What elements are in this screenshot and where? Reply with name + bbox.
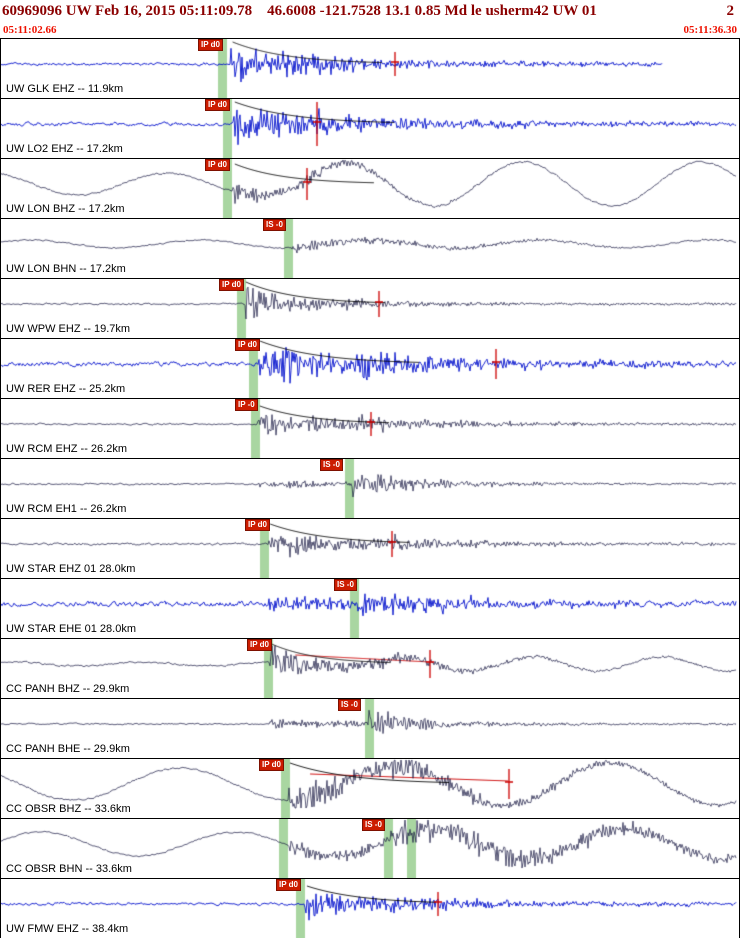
trace-row[interactable]: UW RCM EHZ -- 26.2km IP -0 bbox=[0, 399, 740, 459]
phase-pick-flag[interactable]: IP d0 bbox=[259, 759, 284, 771]
waveform-canvas[interactable] bbox=[1, 699, 737, 758]
trace-row[interactable]: CC OBSR BHZ -- 33.6km IP d0 bbox=[0, 759, 740, 819]
event-header: 60969096 UW Feb 16, 2015 05:11:09.78 46.… bbox=[0, 0, 740, 24]
waveform-canvas[interactable] bbox=[1, 639, 737, 698]
trace-row[interactable]: UW GLK EHZ -- 11.9km IP d0 bbox=[0, 39, 740, 99]
waveform-canvas[interactable] bbox=[1, 339, 737, 398]
station-label: UW STAR EHZ 01 28.0km bbox=[6, 563, 136, 575]
phase-pick-flag[interactable]: IP d0 bbox=[219, 279, 244, 291]
station-label: UW LO2 EHZ -- 17.2km bbox=[6, 143, 123, 155]
trace-row[interactable]: UW LON BHZ -- 17.2km IP d0 bbox=[0, 159, 740, 219]
station-label: UW LON BHZ -- 17.2km bbox=[6, 203, 125, 215]
trace-row[interactable]: UW LON BHN -- 17.2km IS -0 bbox=[0, 219, 740, 279]
waveform-canvas[interactable] bbox=[1, 879, 737, 938]
station-label: CC PANH BHE -- 29.9km bbox=[6, 743, 130, 755]
phase-pick-flag[interactable]: IS -0 bbox=[263, 219, 286, 231]
station-label: UW STAR EHE 01 28.0km bbox=[6, 623, 136, 635]
trace-stack: UW GLK EHZ -- 11.9km IP d0 UW LO2 EHZ --… bbox=[0, 38, 740, 938]
trace-row[interactable]: CC PANH BHE -- 29.9km IS -0 bbox=[0, 699, 740, 759]
phase-pick-flag[interactable]: IP d0 bbox=[245, 519, 270, 531]
window-end-time: 05:11:36.30 bbox=[683, 24, 737, 36]
waveform-canvas[interactable] bbox=[1, 519, 737, 578]
waveform-canvas[interactable] bbox=[1, 399, 737, 458]
station-label: UW RCM EH1 -- 26.2km bbox=[6, 503, 127, 515]
trace-row[interactable]: UW LO2 EHZ -- 17.2km IP d0 bbox=[0, 99, 740, 159]
phase-pick-flag[interactable]: IP -0 bbox=[235, 399, 258, 411]
station-label: CC OBSR BHN -- 33.6km bbox=[6, 863, 132, 875]
station-label: UW WPW EHZ -- 19.7km bbox=[6, 323, 131, 335]
station-label: CC OBSR BHZ -- 33.6km bbox=[6, 803, 131, 815]
phase-pick-flag[interactable]: IS -0 bbox=[320, 459, 343, 471]
waveform-canvas[interactable] bbox=[1, 279, 737, 338]
trace-row[interactable]: UW STAR EHE 01 28.0km IS -0 bbox=[0, 579, 740, 639]
station-label: UW RCM EHZ -- 26.2km bbox=[6, 443, 127, 455]
phase-pick-flag[interactable]: IP d0 bbox=[235, 339, 260, 351]
station-label: UW FMW EHZ -- 38.4km bbox=[6, 923, 129, 935]
waveform-canvas[interactable] bbox=[1, 39, 737, 98]
page-indicator: 2 bbox=[726, 3, 735, 19]
trace-row[interactable]: UW WPW EHZ -- 19.7km IP d0 bbox=[0, 279, 740, 339]
phase-pick-flag[interactable]: IP d0 bbox=[205, 159, 230, 171]
phase-pick-flag[interactable]: IS -0 bbox=[334, 579, 357, 591]
waveform-canvas[interactable] bbox=[1, 99, 737, 158]
trace-row[interactable]: UW RER EHZ -- 25.2km IP d0 bbox=[0, 339, 740, 399]
trace-row[interactable]: UW FMW EHZ -- 38.4km IP d0 bbox=[0, 879, 740, 938]
trace-row[interactable]: CC OBSR BHN -- 33.6km IS -0 bbox=[0, 819, 740, 879]
phase-pick-flag[interactable]: IP d0 bbox=[198, 39, 223, 51]
waveform-canvas[interactable] bbox=[1, 459, 737, 518]
time-axis: 05:11:02.66 05:11:36.30 bbox=[0, 24, 740, 38]
phase-pick-flag[interactable]: IS -0 bbox=[362, 819, 385, 831]
phase-pick-flag[interactable]: IP d0 bbox=[247, 639, 272, 651]
station-label: UW GLK EHZ -- 11.9km bbox=[6, 83, 124, 95]
waveform-canvas[interactable] bbox=[1, 159, 737, 218]
event-summary: 60969096 UW Feb 16, 2015 05:11:09.78 46.… bbox=[2, 3, 597, 19]
phase-pick-flag[interactable]: IS -0 bbox=[338, 699, 361, 711]
waveform-canvas[interactable] bbox=[1, 759, 737, 818]
station-label: UW LON BHN -- 17.2km bbox=[6, 263, 126, 275]
trace-row[interactable]: UW RCM EH1 -- 26.2km IS -0 bbox=[0, 459, 740, 519]
waveform-canvas[interactable] bbox=[1, 579, 737, 638]
station-label: UW RER EHZ -- 25.2km bbox=[6, 383, 126, 395]
trace-row[interactable]: UW STAR EHZ 01 28.0km IP d0 bbox=[0, 519, 740, 579]
phase-pick-flag[interactable]: IP d0 bbox=[276, 879, 301, 891]
trace-row[interactable]: CC PANH BHZ -- 29.9km IP d0 bbox=[0, 639, 740, 699]
station-label: CC PANH BHZ -- 29.9km bbox=[6, 683, 130, 695]
window-start-time: 05:11:02.66 bbox=[3, 24, 57, 36]
phase-pick-flag[interactable]: IP d0 bbox=[205, 99, 230, 111]
waveform-canvas[interactable] bbox=[1, 219, 737, 278]
